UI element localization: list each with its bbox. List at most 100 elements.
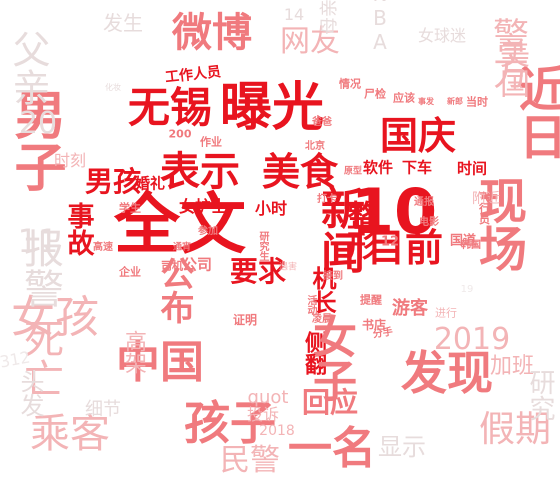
word-cloud-term: 近日 xyxy=(510,64,560,160)
word-cloud-term: 通报 xyxy=(414,197,434,208)
word-cloud-term: 婚礼 xyxy=(134,174,166,193)
word-cloud-term: 美食 xyxy=(261,150,339,194)
word-cloud-term: 当时 xyxy=(466,95,488,109)
word-cloud-term: 现场 xyxy=(470,176,526,272)
word-cloud-term: 凌晨 xyxy=(312,314,332,325)
word-cloud-term: 附近 xyxy=(472,191,500,207)
word-cloud-term: 游客 xyxy=(392,298,428,319)
word-cloud-term: 企业 xyxy=(119,265,141,279)
word-cloud-term: 12 xyxy=(380,234,400,250)
word-cloud-term: 研究 xyxy=(525,369,555,421)
word-cloud-term: 发生 xyxy=(103,11,143,35)
word-cloud-term: 200 xyxy=(168,127,192,141)
word-cloud-term: 假期 xyxy=(478,409,552,450)
word-cloud-term: 事故 xyxy=(62,202,94,256)
word-cloud-term: 女子 xyxy=(305,314,356,402)
word-cloud-term: 活动 xyxy=(305,295,316,315)
word-cloud-term: 回应 xyxy=(301,386,359,419)
word-cloud-term: 书店 xyxy=(361,318,387,332)
word-cloud-term: 母亲 xyxy=(319,0,340,35)
word-cloud-term: 进行 xyxy=(435,306,457,320)
word-cloud-term: 高速 xyxy=(93,242,113,253)
word-cloud-term: 女球迷 xyxy=(417,26,467,45)
word-cloud-term: 高架 xyxy=(121,330,146,374)
word-cloud-term: 2019 xyxy=(433,322,511,357)
word-cloud-term: 微博 xyxy=(172,10,252,56)
word-cloud-term: 化妆 xyxy=(105,83,121,92)
word-cloud-term: 19 xyxy=(460,284,474,295)
word-cloud-term: 学生 xyxy=(119,201,141,215)
word-cloud-term: 孩子 xyxy=(184,396,276,450)
word-cloud-term: NBA xyxy=(368,0,392,54)
word-cloud-term: 无锡 xyxy=(127,83,213,132)
word-cloud-term: 飞行员 xyxy=(477,191,491,225)
word-cloud-term: 北京 xyxy=(305,141,325,152)
word-cloud-term: 10 xyxy=(350,175,438,248)
word-cloud-term: 新郎 xyxy=(447,97,463,106)
word-cloud-term: 男子 xyxy=(5,88,65,192)
word-cloud-term: 打卡 xyxy=(317,194,337,205)
word-cloud-term: 报警 xyxy=(17,228,63,308)
word-cloud-term: 国庆 xyxy=(379,114,457,158)
word-cloud-term: 细节 xyxy=(85,399,121,420)
word-cloud-term: 韩国 xyxy=(461,240,481,251)
word-cloud-term: 中国 xyxy=(116,337,204,388)
word-cloud-term: 加班 xyxy=(489,354,535,379)
word-cloud-term: 网友 xyxy=(280,24,340,59)
word-cloud-term: 电影 xyxy=(419,217,439,228)
word-cloud-term: 爸爸 xyxy=(312,117,332,128)
word-cloud-term: 死亡 xyxy=(17,318,63,398)
word-cloud-term: 软件 xyxy=(362,158,394,177)
word-cloud-term: 尸检 xyxy=(364,87,386,101)
word-cloud-term: 工作人员 xyxy=(164,64,222,86)
word-cloud-term: 女护士 xyxy=(178,197,228,216)
word-cloud-term: 接到 xyxy=(323,271,343,282)
word-cloud-term: 事发 xyxy=(418,97,434,106)
word-cloud-term: 证明 xyxy=(232,313,258,327)
word-cloud-term: 时刻 xyxy=(53,151,87,170)
word-cloud-term: 全文 xyxy=(114,186,246,263)
word-cloud-term: 20 xyxy=(18,106,58,141)
word-cloud-term: 公司 xyxy=(181,255,213,274)
word-cloud-term: 司机 xyxy=(161,259,183,273)
word-cloud-term: 一名 xyxy=(288,423,376,474)
word-cloud-term: 曝光 xyxy=(219,78,325,138)
word-cloud-term: 警方 xyxy=(487,17,528,89)
word-cloud-term: 参加 xyxy=(198,226,218,237)
word-cloud-term: 美国 xyxy=(494,38,529,98)
word-cloud-term: 应该 xyxy=(393,91,415,105)
word-cloud-term: 作业 xyxy=(200,135,222,149)
word-cloud-term: 11 xyxy=(17,222,59,260)
word-cloud-term: 小时 xyxy=(254,199,288,218)
word-cloud-term: 显示 xyxy=(378,433,426,461)
word-cloud-term: 发现 xyxy=(401,346,493,400)
word-cloud-term: 14 xyxy=(283,5,305,24)
word-cloud-term: 侧翻 xyxy=(301,331,326,375)
word-cloud-term: 情况 xyxy=(339,77,361,91)
word-cloud-term: 要求 xyxy=(229,255,287,288)
word-cloud-term: 男孩 xyxy=(84,165,142,198)
word-cloud-term: 国道 xyxy=(449,233,477,249)
word-cloud-term: 新闻 xyxy=(313,186,364,274)
word-cloud-term: 女孩 xyxy=(11,292,99,343)
word-cloud-term: 整形 xyxy=(341,200,376,260)
word-cloud-term: 目前 xyxy=(366,226,444,270)
word-cloud-term: 表示 xyxy=(160,149,240,195)
word-cloud-term: 遇害 xyxy=(278,262,298,273)
word-cloud-term: 机长 xyxy=(308,266,336,314)
word-cloud-term: quot xyxy=(247,387,289,408)
word-cloud-term: 原型 xyxy=(343,166,363,177)
word-cloud-term: 通宵 xyxy=(172,242,192,253)
word-cloud-term: 头发 xyxy=(16,369,44,417)
word-cloud-term: 研究生 xyxy=(257,231,268,261)
word-cloud-term: 2018 xyxy=(259,423,295,439)
word-cloud-term: 分手 xyxy=(372,326,394,341)
word-cloud-term: 乘客 xyxy=(30,411,110,457)
word-cloud-term: 提醒 xyxy=(360,293,382,307)
word-cloud-term: 时间 xyxy=(456,159,488,178)
word-cloud-term: 公布 xyxy=(154,256,194,324)
word-cloud-term: 民警 xyxy=(220,443,280,478)
word-cloud-term: 投诉 xyxy=(246,405,280,424)
word-cloud-term: 父亲 xyxy=(6,30,50,106)
